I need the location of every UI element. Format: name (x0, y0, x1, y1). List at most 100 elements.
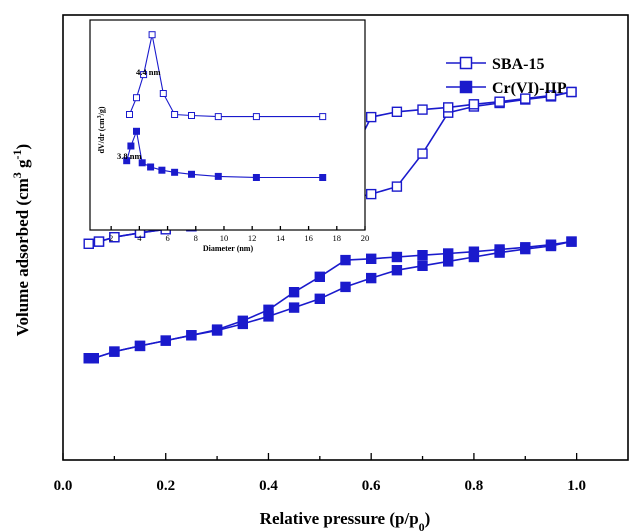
legend-label-crviiip: Cr(VI)-IIP (492, 80, 567, 97)
y-axis-title-sup1: 3 (10, 172, 24, 178)
inset-plot: 2 4 6 8 10 12 14 16 18 20 Diameter (nm) dV/dr (cm… (89, 19, 369, 253)
y-axis-title: Volume adsorbed (cm3 g-1) (10, 144, 32, 336)
inset-x-tick-label: 4 (137, 233, 142, 243)
x-tick-label: 0.0 (54, 478, 73, 494)
inset-crviiip-point (319, 174, 327, 181)
y-axis-title-close: ) (13, 144, 32, 150)
main-x-ticks: 0.0 0.2 0.4 0.6 0.8 1.0 (54, 453, 586, 494)
crviiip-desorption-point (186, 330, 197, 341)
crviiip-desorption-point (340, 254, 351, 266)
legend: SBA-15 Cr(VI)-IIP (446, 56, 567, 97)
y-axis-title-main: Volume adsorbed (cm (13, 178, 32, 336)
y-axis-title-sup2: -1 (10, 149, 24, 159)
inset-x-ticks: 2 4 6 8 10 12 14 16 18 20 (109, 226, 369, 243)
inset-y-axis-title-main: dV/dr (cm (97, 118, 106, 154)
crviiip-desorption-point (545, 239, 557, 250)
sba15-desorption-point (109, 231, 120, 243)
sba15-desorption-point (443, 102, 454, 113)
inset-crviiip-point (147, 163, 155, 171)
inset-crviiip-point (133, 127, 140, 135)
x-axis-title-main: Relative pressure (p/p (260, 509, 419, 528)
crviiip-desorption-point (109, 346, 120, 357)
sba15-desorption-point (494, 96, 505, 107)
inset-sba15-point (126, 111, 133, 118)
crviiip-desorption-point (468, 246, 480, 257)
crviiip-desorption-point (314, 271, 325, 282)
sba15-adsorption-point (417, 148, 428, 159)
inset-y-axis-title: dV/dr (cm3/g) (97, 106, 106, 153)
main-plot-frame (62, 14, 629, 461)
sba15-desorption-point (566, 86, 577, 98)
inset-x-tick-label: 14 (276, 233, 285, 243)
sba15-desorption-point (366, 111, 377, 123)
crviiip-adsorption-point (340, 281, 351, 293)
crviiip-desorption-point (417, 249, 428, 261)
sba15-adsorption-point (366, 188, 377, 200)
inset-sba15-point (252, 113, 260, 121)
inset-sba15-point (319, 113, 327, 121)
inset-x-tick-label: 16 (304, 233, 313, 243)
sba15-desorption-point (545, 90, 557, 101)
sba15-desorption-point (520, 93, 531, 104)
inset-x-tick-label: 18 (333, 233, 342, 243)
inset-sba15-point (188, 112, 195, 119)
x-tick-label: 0.6 (362, 478, 381, 494)
inset-sba15-point (171, 111, 179, 118)
inset-sba15-point (148, 31, 156, 39)
x-axis-title-sub: 0 (419, 520, 425, 532)
crviiip-desorption-point (566, 236, 577, 247)
crviiip-adsorption-point (417, 260, 428, 271)
inset-x-tick-label: 2 (109, 233, 113, 243)
inset-crviiip-point (188, 170, 195, 178)
crviiip-adsorption-point (288, 302, 300, 313)
inset-crviiip-point (138, 159, 146, 167)
legend-marker-sba15 (459, 56, 473, 70)
crviiip-desorption-point (237, 315, 249, 326)
sba15-desorption-point (391, 106, 403, 118)
inset-crviiip-point (123, 157, 131, 165)
inset-x-tick-label: 20 (361, 233, 370, 243)
crviiip-desorption-point (366, 253, 377, 265)
sba15-adsorption-point (391, 181, 403, 192)
crviiip-desorption-point (520, 242, 531, 253)
inset-crviiip-point (171, 168, 179, 176)
x-axis-title: Relative pressure (p/p0) (260, 509, 431, 532)
inset-annotation-peak-sba15: 4.4 nm (136, 67, 161, 77)
crviiip-desorption-point (288, 287, 300, 298)
sba15-desorption-point (93, 236, 105, 247)
crviiip-adsorption-point (391, 265, 403, 276)
x-tick-label: 0.8 (465, 478, 484, 494)
crviiip-adsorption-point (314, 293, 325, 304)
crviiip-desorption-point (391, 251, 403, 263)
crviiip-adsorption-point (366, 272, 377, 284)
sba15-desorption-point (468, 99, 480, 110)
legend-label-sba15: SBA-15 (492, 56, 544, 73)
sba15-desorption-point (417, 104, 428, 115)
crviiip-desorption-point (160, 335, 171, 346)
y-axis-title-mid: g (13, 159, 32, 172)
legend-marker-crviiip (459, 80, 473, 94)
inset-x-tick-label: 10 (220, 233, 229, 243)
inset-y-axis-title-close: /g) (97, 106, 106, 116)
inset-x-tick-label: 12 (248, 233, 257, 243)
inset-sba15-line (128, 34, 323, 118)
inset-x-axis-title: Diameter (nm) (203, 244, 254, 253)
crviiip-desorption-point (134, 340, 146, 352)
inset-x-tick-label: 8 (194, 233, 198, 243)
inset-crviiip-point (252, 174, 260, 181)
x-axis-title-close: ) (425, 509, 431, 528)
crviiip-desorption-point (263, 304, 274, 315)
inset-crviiip-point (158, 166, 166, 174)
crviiip-desorption-point (443, 248, 454, 259)
x-tick-label: 0.2 (156, 478, 175, 494)
inset-sba15-point (133, 94, 140, 102)
inset-plot-frame (89, 19, 366, 231)
inset-series-group (123, 31, 327, 181)
inset-crviiip-point (127, 142, 135, 150)
inset-sba15-point (159, 90, 167, 97)
crviiip-desorption-point (494, 244, 505, 255)
x-tick-label: 0.4 (259, 478, 278, 494)
inset-crviiip-point (214, 172, 222, 180)
inset-x-tick-label: 6 (165, 233, 169, 243)
